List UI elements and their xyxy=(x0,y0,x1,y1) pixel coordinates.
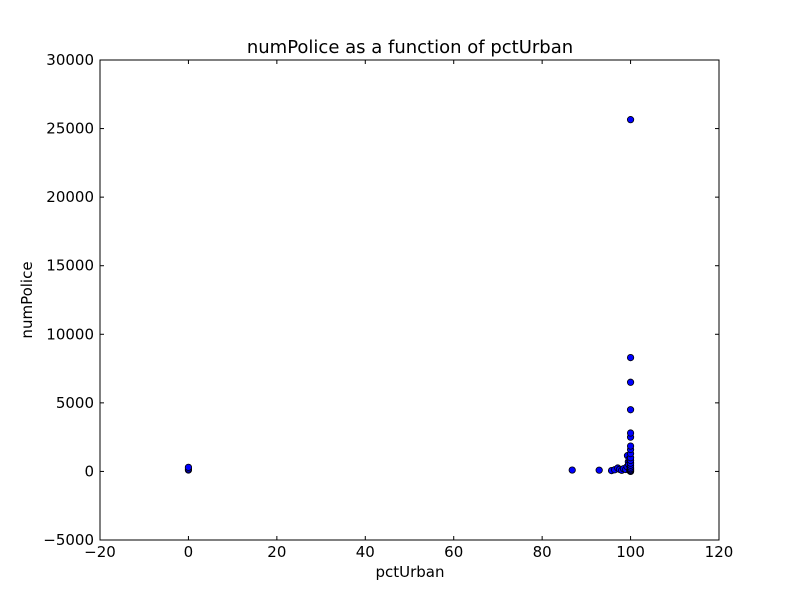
data-point xyxy=(626,378,635,386)
y-tick-label: 10000 xyxy=(46,325,94,343)
plot-frame xyxy=(99,59,720,541)
y-tick-label: −5000 xyxy=(43,531,94,549)
y-tick-label: 30000 xyxy=(46,51,94,69)
x-tick-label: 60 xyxy=(444,543,463,561)
data-point xyxy=(595,466,603,474)
x-tick-label: −20 xyxy=(84,543,116,561)
x-tick-label: 20 xyxy=(267,543,286,561)
y-tick-label: 25000 xyxy=(46,120,94,138)
x-tick-label: 40 xyxy=(356,543,375,561)
data-point xyxy=(626,429,635,437)
x-tick-label: 120 xyxy=(705,543,734,561)
y-tick-label: 0 xyxy=(84,462,94,480)
data-point xyxy=(626,353,635,362)
x-tick-label: 80 xyxy=(533,543,552,561)
y-axis-label: numPolice xyxy=(18,261,36,338)
x-tick-label: 100 xyxy=(616,543,645,561)
data-point xyxy=(184,463,193,471)
x-axis-ticks: −20 0 20 40 60 80 100 120 xyxy=(84,60,733,561)
y-tick-label: 20000 xyxy=(46,188,94,206)
y-tick-label: 15000 xyxy=(46,257,94,275)
y-axis-ticks: −5000 0 5000 10000 15000 20000 25000 30000 xyxy=(43,51,719,549)
chart-title: numPolice as a function of pctUrban xyxy=(247,37,573,58)
data-point xyxy=(626,442,635,450)
data-point xyxy=(568,466,576,474)
data-points xyxy=(184,116,635,476)
data-point xyxy=(626,116,635,124)
y-tick-label: 5000 xyxy=(56,394,94,412)
x-axis-label: pctUrban xyxy=(375,563,444,581)
x-tick-label: 0 xyxy=(184,543,194,561)
data-point xyxy=(626,406,635,414)
